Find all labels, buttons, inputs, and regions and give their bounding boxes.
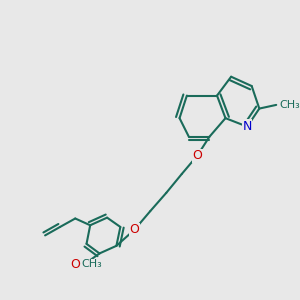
Text: N: N [242, 120, 252, 133]
Text: CH₃: CH₃ [280, 100, 300, 110]
Text: O: O [192, 149, 202, 162]
Text: O: O [70, 258, 80, 271]
Text: O: O [130, 223, 140, 236]
Text: CH₃: CH₃ [81, 259, 102, 269]
